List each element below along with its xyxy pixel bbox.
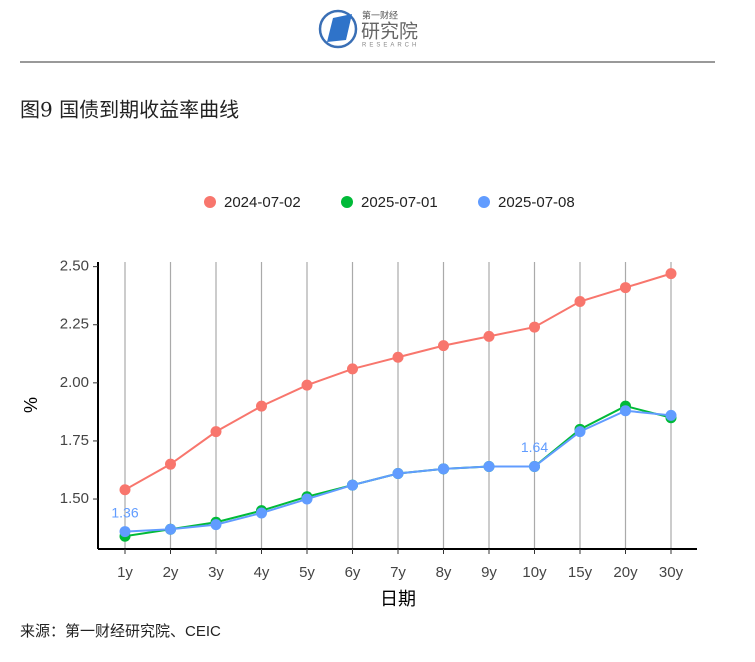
data-point [165, 523, 176, 535]
data-point [165, 458, 176, 470]
x-tick-label: 2y [163, 564, 179, 581]
x-tick-label: 10y [522, 564, 547, 581]
data-point [438, 340, 449, 352]
y-tick-label: 1.50 [60, 490, 89, 507]
data-point [620, 405, 631, 417]
data-point [347, 479, 358, 491]
data-point [483, 461, 495, 473]
x-tick-label: 6y [345, 564, 361, 581]
logo: 第一财经 研究院 RESEARCH [318, 9, 419, 49]
data-point [119, 526, 131, 538]
logo-icon [327, 14, 352, 42]
data-point [301, 379, 313, 391]
y-tick-label: 2.50 [60, 258, 89, 275]
legend-label: 2024-07-02 [224, 194, 301, 211]
data-point [665, 409, 677, 421]
y-tick-label: 2.25 [60, 316, 89, 333]
y-axis-title: % [21, 397, 41, 413]
chart-title: 图9 国债到期收益率曲线 [20, 98, 239, 122]
data-point [665, 268, 677, 280]
data-point [347, 363, 358, 375]
data-point [119, 484, 131, 496]
data-point [483, 330, 495, 342]
data-point [574, 296, 586, 308]
x-tick-label: 8y [436, 564, 452, 581]
legend-swatch [204, 196, 216, 208]
data-point [529, 461, 540, 473]
data-point [392, 351, 404, 363]
x-tick-label: 7y [390, 564, 406, 581]
data-point [256, 400, 267, 412]
x-tick-label: 30y [659, 564, 684, 581]
x-tick-label: 3y [208, 564, 224, 581]
x-tick-label: 5y [299, 564, 315, 581]
legend-label: 2025-07-08 [498, 194, 575, 211]
data-point [301, 493, 313, 505]
data-label: 1.64 [521, 439, 548, 455]
data-label: 1.36 [111, 504, 138, 520]
y-tick-label: 1.75 [60, 432, 89, 449]
legend-swatch [341, 196, 353, 208]
x-tick-label: 15y [568, 564, 593, 581]
x-tick-label: 1y [117, 564, 133, 581]
legend-swatch [478, 196, 490, 208]
data-point [210, 519, 222, 531]
x-tick-label: 9y [481, 564, 497, 581]
data-point [438, 463, 449, 475]
source: 来源：第一财经研究院、CEIC [20, 622, 221, 640]
x-axis-title: 日期 [380, 589, 416, 609]
brand: 研究院 [361, 21, 418, 43]
data-point [210, 426, 222, 438]
data-point [392, 467, 404, 479]
brand-small: 第一财经 [362, 9, 398, 20]
x-tick-label: 4y [254, 564, 270, 581]
legend-label: 2025-07-01 [361, 194, 438, 211]
x-tick-label: 20y [613, 564, 638, 581]
logo-ring [318, 9, 358, 49]
brand-en: RESEARCH [362, 43, 419, 49]
data-point [256, 507, 267, 519]
data-point [620, 282, 631, 294]
y-tick-label: 2.00 [60, 374, 89, 391]
data-point [529, 321, 540, 333]
data-point [574, 426, 586, 438]
